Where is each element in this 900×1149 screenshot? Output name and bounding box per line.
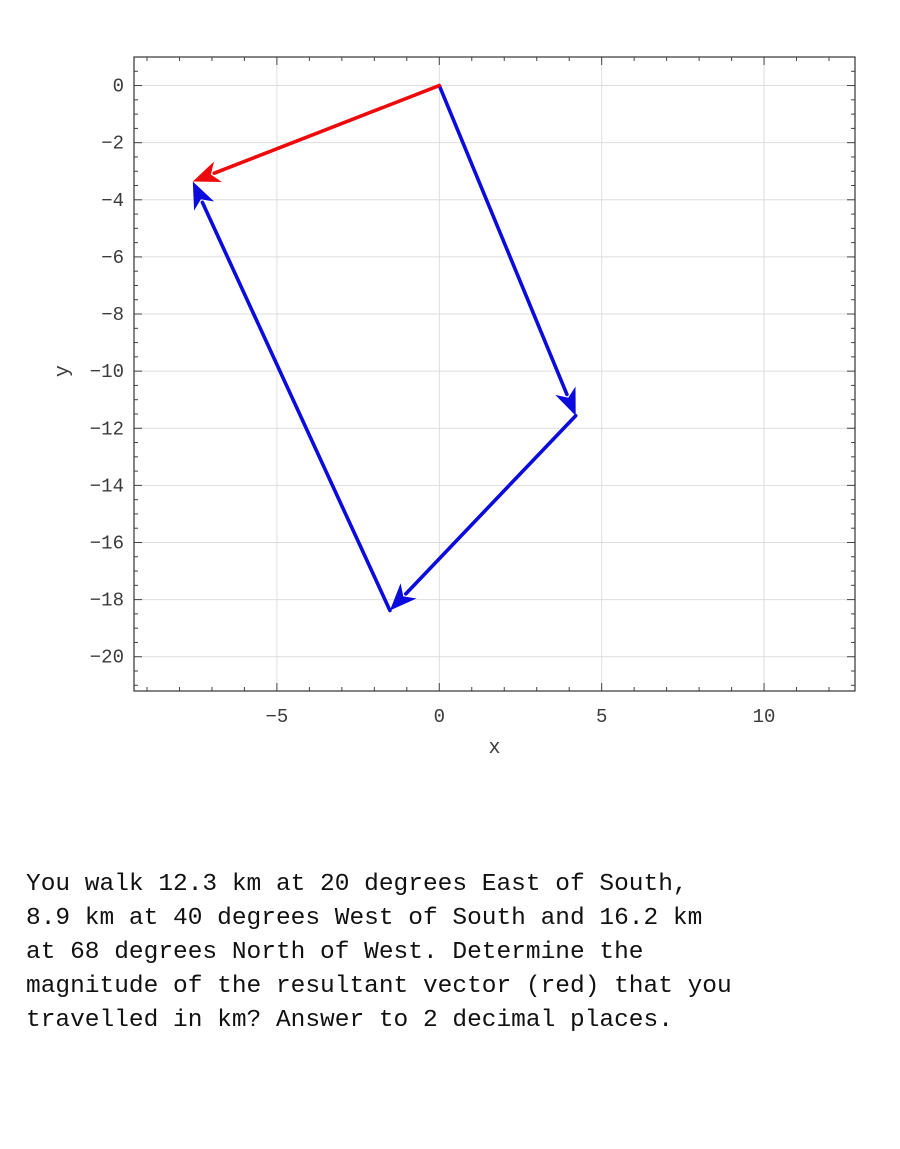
y-axis-label: y: [52, 365, 75, 377]
vector-1-shaft: [437, 83, 569, 397]
y-tick-label: −4: [101, 190, 124, 212]
vector-2-shaft: [403, 413, 578, 596]
y-tick-label: −16: [90, 532, 124, 554]
chart-canvas: −5 0 5 10 0 −2 −4 −6 −8 −10 −12 −14 −16 −18 −20 x y: [52, 56, 856, 760]
y-tick-label: −20: [90, 647, 124, 669]
y-tick-label: −8: [101, 304, 124, 326]
y-tick-label: −10: [90, 361, 124, 383]
plot-area: [134, 57, 855, 691]
vector-1-arrowhead: [555, 386, 576, 416]
vector-3-arrowhead: [192, 181, 215, 211]
y-tick-label: −14: [90, 475, 124, 497]
y-tick-label: −6: [101, 247, 124, 269]
x-tick-label: 10: [753, 706, 776, 728]
x-tick-label: 0: [434, 706, 445, 728]
y-tick-label: −12: [90, 418, 124, 440]
y-tick-label: −2: [101, 133, 124, 155]
vector-2-arrowhead: [389, 583, 417, 611]
y-tick-label: 0: [113, 76, 124, 98]
plot-frame: [133, 56, 856, 692]
x-axis-label: x: [488, 737, 500, 760]
x-tick-label: −5: [265, 706, 288, 728]
vector-3-shaft: [200, 200, 392, 613]
vector-chart: −5 0 5 10 0 −2 −4 −6 −8 −10 −12 −14 −16 −18 −20 x y: [52, 56, 856, 760]
vector-4-arrowhead: [192, 161, 222, 182]
question-text: You walk 12.3 km at 20 degrees East of S…: [26, 871, 732, 1034]
vector-4-shaft: [212, 83, 442, 175]
y-tick-label: −18: [90, 590, 124, 612]
x-tick-label: 5: [596, 706, 607, 728]
